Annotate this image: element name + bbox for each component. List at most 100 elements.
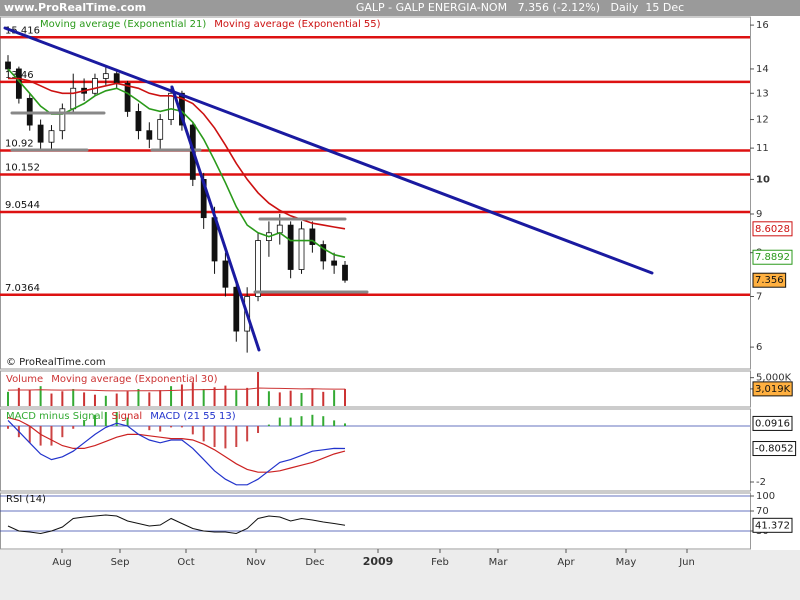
volume-bar — [191, 382, 194, 406]
volume-bar — [246, 387, 249, 406]
candle-body — [222, 260, 229, 288]
candle-body — [5, 61, 11, 70]
candle-body — [298, 228, 305, 270]
candle-body — [320, 244, 327, 262]
volume-bar — [180, 384, 183, 406]
volume-bar — [267, 391, 270, 406]
volume-bar — [235, 390, 238, 406]
x-tick-label: Apr — [557, 557, 575, 568]
candle-body — [287, 224, 294, 270]
volume-bar — [344, 388, 346, 406]
candle-body — [113, 73, 120, 84]
volume-bar — [289, 390, 292, 406]
series-line — [7, 419, 346, 486]
candle-body — [70, 87, 77, 110]
x-tick-label: Sep — [111, 557, 130, 568]
legend-entry: RSI (14) — [6, 494, 46, 505]
copyright: © ProRealTime.com — [6, 357, 106, 368]
volume-bar — [39, 386, 42, 406]
volume-bar — [50, 393, 53, 406]
y-tick-label: 13 — [756, 88, 769, 99]
y-tick-label: 6 — [756, 342, 762, 353]
volume-bar — [93, 394, 96, 406]
legend-entry: Volume — [6, 374, 43, 385]
value-label: 7.8892 — [755, 252, 790, 263]
value-label-box — [752, 441, 797, 457]
candle-body — [124, 82, 131, 112]
x-tick-label: 2009 — [363, 555, 394, 568]
volume-bar — [311, 388, 314, 406]
volume-bar — [126, 391, 129, 406]
level-label: 15.416 — [5, 25, 40, 36]
y-tick-label: 9 — [756, 209, 762, 220]
value-label-box — [752, 517, 793, 533]
volume-bar — [104, 395, 107, 406]
x-tick-label: Mar — [489, 557, 509, 568]
legend-entry: MACD (21 55 13) — [150, 411, 236, 422]
candle-body — [59, 108, 66, 132]
trend-drawings — [3, 26, 654, 352]
chart-title: GALP - GALP ENERGIA-NOM 7.356 (-2.12%) D… — [356, 1, 684, 14]
candle-body — [168, 92, 174, 120]
legend-entry: MACD minus Signal — [6, 411, 103, 422]
legend-entry: Moving average (Exponential 30) — [51, 374, 217, 385]
logo: www.ProRealTime.com — [4, 1, 146, 14]
candle-body — [309, 228, 316, 245]
y-tick-label: 16 — [756, 20, 769, 31]
value-label-box — [752, 272, 787, 288]
value-label-box — [752, 415, 793, 431]
candle-body — [157, 119, 164, 140]
volume-bar — [137, 389, 140, 406]
value-label-box — [752, 249, 793, 265]
value-label: 41.372 — [755, 520, 790, 531]
candle-body — [233, 286, 240, 332]
legend-entry: Moving average (Exponential 21) — [40, 19, 206, 30]
value-label: 8.6028 — [755, 224, 790, 235]
volume-bar — [83, 392, 86, 406]
y-tick-label: 14 — [756, 64, 769, 75]
candle-body — [146, 130, 153, 140]
volume-bar — [224, 385, 227, 406]
x-tick-label: Oct — [177, 557, 194, 568]
level-label: 10.152 — [5, 162, 40, 173]
volume-bar — [115, 393, 118, 406]
volume-bar — [148, 392, 151, 406]
series-line — [7, 417, 346, 473]
volume-bar — [300, 392, 303, 406]
header-bar — [0, 0, 800, 16]
volume-bar — [72, 389, 75, 406]
candle-body — [331, 260, 338, 266]
series-line — [7, 514, 346, 535]
x-axis-area — [0, 550, 800, 600]
value-label-box — [752, 221, 793, 237]
volume-bar — [28, 390, 31, 406]
x-tick-label: Nov — [246, 557, 266, 568]
value-label-box — [752, 381, 793, 397]
y-tick-label: 11 — [756, 143, 769, 154]
legend-entry: Signal — [111, 411, 142, 422]
x-tick-label: Feb — [431, 557, 449, 568]
candle-body — [92, 78, 98, 94]
volume-bar — [17, 387, 20, 406]
volume-bar — [257, 372, 260, 406]
candle-body — [276, 224, 283, 234]
x-tick-label: Jun — [678, 557, 695, 568]
value-label: 0.0916 — [755, 418, 790, 429]
y-tick-label: 10 — [756, 174, 770, 185]
y-tick-label: 5,000K — [756, 373, 792, 384]
y-tick-label: 7 — [756, 291, 762, 302]
level-label: 9.0544 — [5, 200, 40, 211]
volume-bar — [61, 391, 64, 406]
legend-entry: Moving average (Exponential 55) — [214, 19, 380, 30]
y-tick-label: 100 — [756, 491, 775, 502]
candle-body — [48, 130, 55, 143]
panel-frames — [0, 16, 751, 550]
level-label: 10.92 — [5, 139, 34, 150]
volume-bar — [159, 390, 162, 406]
candle-body — [135, 111, 142, 132]
volume-bar — [7, 391, 9, 406]
candle-body — [102, 73, 109, 79]
x-tick-label: Aug — [52, 557, 72, 568]
volume-bar — [278, 392, 281, 406]
